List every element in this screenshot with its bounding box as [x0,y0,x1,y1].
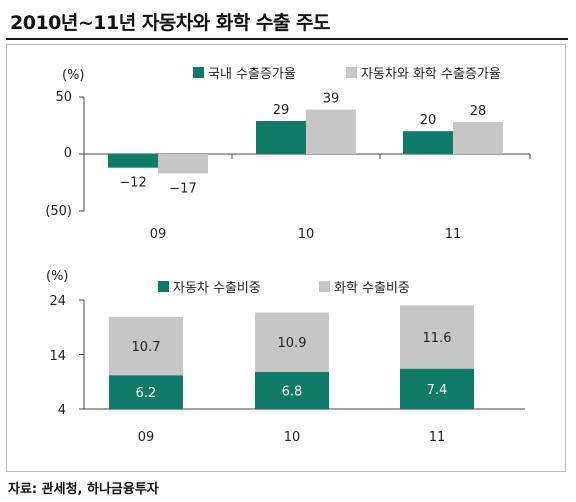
top-chart: (%) 국내 수출증가율 자동차와 화학 수출증가율 50 0 (50) 09 … [45,67,531,242]
top-data-label: −12 [119,176,146,191]
bottom-data-label: 7.4 [427,383,448,398]
bottom-legend-swatch-1 [158,281,169,292]
bottom-bar-segment [255,371,329,409]
bottom-ytick-label: 14 [49,349,66,364]
bottom-data-label: 6.8 [282,384,303,399]
top-category-label: 11 [445,227,462,242]
top-ytick-label: (50) [45,204,72,219]
top-bar [306,109,356,154]
top-ytick-label: 50 [55,90,72,105]
bottom-data-label: 6.2 [136,386,157,401]
bottom-category-label: 11 [429,430,446,445]
top-bar [158,154,208,174]
top-legend-label-1: 국내 수출증가율 [208,67,296,82]
bottom-category-label: 09 [138,430,155,445]
top-bar [256,120,306,154]
bottom-data-label: 10.9 [278,336,307,351]
top-unit-label: (%) [62,68,85,83]
top-data-label: 29 [273,103,290,118]
title-rule [6,38,568,40]
top-data-label: −17 [169,181,196,196]
bottom-bar-segment [109,375,183,409]
bottom-legend-swatch-2 [319,281,330,292]
bottom-unit-label: (%) [46,269,69,284]
top-bar [403,131,453,154]
top-legend-label-2: 자동차와 화학 수출증가율 [361,67,501,82]
bottom-ytick-label: 4 [58,403,66,418]
bottom-chart: (%) 자동차 수출비중 화학 수출비중 24 14 4 09 10 11 6.… [46,269,525,445]
top-bar [453,122,503,154]
top-legend-swatch-1 [193,67,204,78]
bottom-legend-label-2: 화학 수출비중 [334,281,410,296]
top-legend-swatch-2 [346,67,357,78]
bottom-bar-segment [400,305,474,369]
bottom-bar-segment [109,316,183,376]
bottom-bar-segment [255,312,329,372]
top-data-label: 20 [420,113,437,128]
source-note: 자료: 관세청, 하나금융투자 [8,482,159,497]
top-data-label: 28 [470,104,487,119]
top-category-label: 09 [150,227,167,242]
bottom-data-label: 10.7 [132,340,161,355]
bottom-ytick-label: 24 [49,294,66,309]
bottom-category-label: 10 [284,430,301,445]
bottom-bar-segment [400,368,474,409]
bottom-legend-label-1: 자동차 수출비중 [173,281,261,296]
top-bar [108,154,158,168]
top-data-label: 39 [323,92,340,107]
top-category-label: 10 [298,227,315,242]
chart-title: 2010년~11년 자동차와 화학 수출 주도 [10,12,330,34]
top-ytick-label: 0 [64,146,72,161]
bottom-data-label: 11.6 [423,331,452,346]
